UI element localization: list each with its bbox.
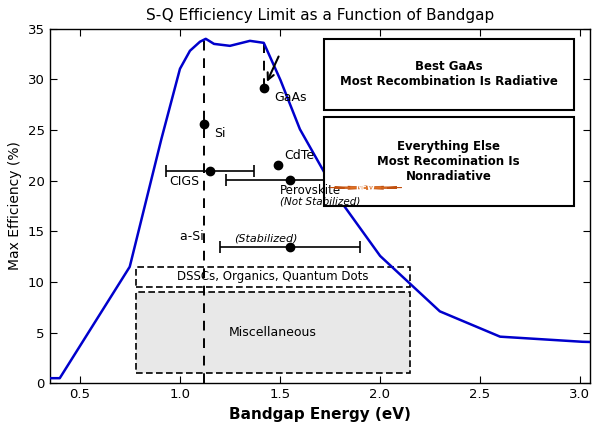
- Text: DSSCs, Organics, Quantum Dots: DSSCs, Organics, Quantum Dots: [177, 270, 368, 283]
- Text: CIGS: CIGS: [170, 175, 200, 187]
- Text: a-Si: a-Si: [180, 230, 208, 243]
- FancyBboxPatch shape: [324, 39, 574, 110]
- Title: S-Q Efficiency Limit as a Function of Bandgap: S-Q Efficiency Limit as a Function of Ba…: [146, 8, 494, 23]
- Text: GaAs: GaAs: [274, 92, 306, 104]
- X-axis label: Bandgap Energy (eV): Bandgap Energy (eV): [229, 407, 411, 422]
- Text: Miscellaneous: Miscellaneous: [229, 326, 317, 339]
- FancyBboxPatch shape: [324, 117, 574, 206]
- Text: Everything Else
Most Recomination Is
Nonradiative: Everything Else Most Recomination Is Non…: [377, 140, 520, 183]
- FancyBboxPatch shape: [136, 267, 410, 287]
- Text: CdTe: CdTe: [284, 149, 314, 163]
- Text: Perovskite: Perovskite: [280, 184, 341, 197]
- Y-axis label: Max Efficiency (%): Max Efficiency (%): [8, 141, 22, 270]
- Text: (Not Stabilized): (Not Stabilized): [280, 197, 360, 207]
- Polygon shape: [330, 186, 402, 190]
- Text: Si: Si: [214, 127, 225, 140]
- Text: (Stabilized): (Stabilized): [234, 233, 297, 243]
- Text: NEW: NEW: [356, 183, 376, 192]
- FancyBboxPatch shape: [136, 292, 410, 373]
- Text: Best GaAs
Most Recombination Is Radiative: Best GaAs Most Recombination Is Radiativ…: [340, 60, 558, 88]
